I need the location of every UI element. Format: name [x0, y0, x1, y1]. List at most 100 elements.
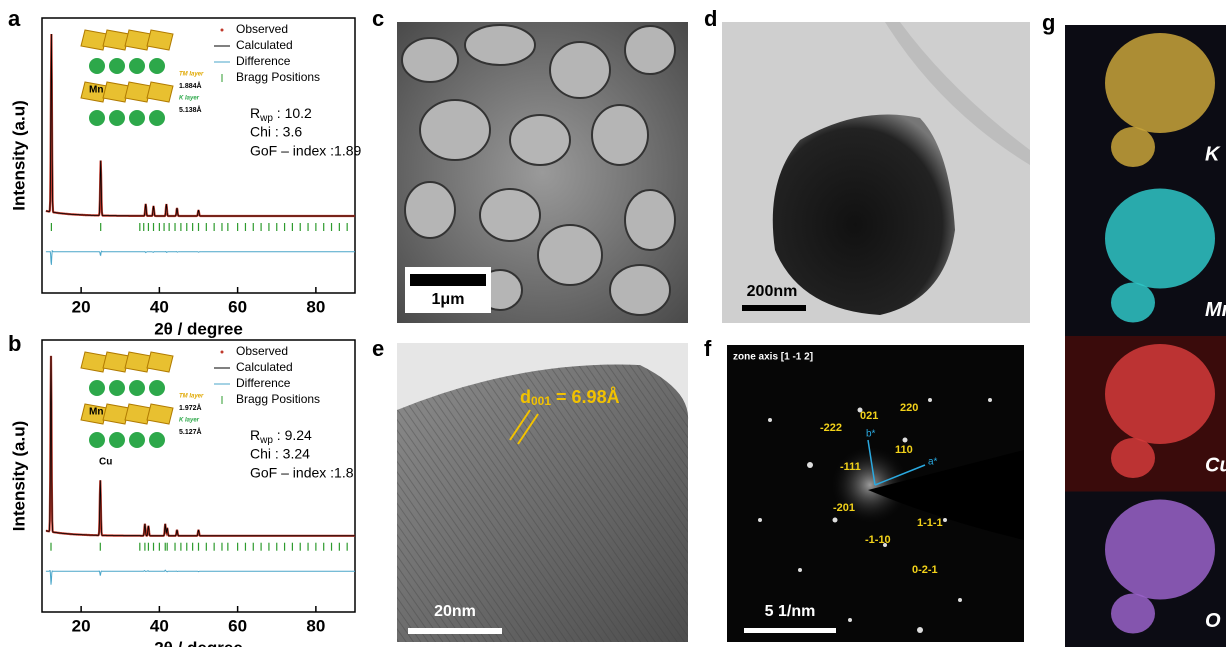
- eds-maps: K Mn Cu O: [1065, 25, 1226, 647]
- k-atom: [109, 380, 125, 396]
- legend-label: Observed: [236, 344, 288, 358]
- legend-label: Calculated: [236, 38, 293, 52]
- k-atom: [129, 380, 145, 396]
- structure-label: TM layer: [179, 72, 204, 78]
- k-atom: [89, 432, 105, 448]
- x-tick-label: 80: [306, 297, 325, 316]
- octahedron: [80, 81, 108, 103]
- structure-label: K layer: [179, 96, 200, 102]
- structure-label: TM layer: [179, 394, 204, 400]
- map-particle: [1105, 188, 1215, 289]
- x-axis-label: 2θ / degree: [154, 638, 243, 647]
- vector-label: b*: [866, 429, 876, 440]
- calculated-curve: [45, 33, 355, 217]
- octahedron: [80, 29, 108, 51]
- map-particle: [1105, 33, 1215, 133]
- map-particle: [1111, 282, 1155, 323]
- x-tick-label: 20: [72, 297, 91, 316]
- structure-label: Mn: [89, 85, 103, 96]
- vector-label: a*: [928, 457, 938, 468]
- octahedron: [124, 81, 152, 103]
- k-atom: [89, 380, 105, 396]
- k-atom: [149, 432, 165, 448]
- spot-label: -1-10: [865, 534, 891, 546]
- map-particle: [1111, 438, 1155, 478]
- octahedron: [102, 351, 130, 373]
- legend-label: Observed: [236, 22, 288, 36]
- structure-label: 5.127Å: [179, 427, 202, 436]
- k-atom: [89, 58, 105, 74]
- k-atom: [149, 58, 165, 74]
- octahedron: [80, 403, 108, 425]
- spot-label: -222: [820, 422, 842, 434]
- k-atom: [149, 110, 165, 126]
- legend-label: Difference: [236, 54, 291, 68]
- calculated-curve: [45, 355, 355, 537]
- k-atom: [129, 58, 145, 74]
- spot-label: -111: [840, 461, 861, 473]
- scale-bar-label: 5 1/nm: [765, 603, 816, 620]
- k-atom: [109, 58, 125, 74]
- panel-label: e: [372, 336, 384, 361]
- x-tick-label: 60: [228, 297, 247, 316]
- legend-label: Calculated: [236, 360, 293, 374]
- octahedron: [102, 29, 130, 51]
- octahedron: [102, 81, 130, 103]
- fit-stat: GoF – index :1.89: [250, 143, 362, 159]
- legend-label: Bragg Positions: [236, 392, 320, 406]
- plot-frame: [41, 17, 356, 294]
- octahedron: [80, 351, 108, 373]
- legend-symbol: [220, 350, 224, 354]
- difference-curve: [45, 569, 355, 585]
- x-tick-label: 20: [72, 616, 91, 635]
- spot-label: 021: [860, 410, 878, 422]
- panel-label: c: [372, 6, 384, 31]
- legend-symbol: [220, 28, 224, 32]
- difference-curve: [45, 250, 355, 265]
- x-tick-label: 40: [150, 616, 169, 635]
- element-label: Mn: [1205, 299, 1226, 321]
- x-tick-label: 40: [150, 297, 169, 316]
- spot-label: 0-2-1: [912, 564, 938, 576]
- k-atom: [149, 380, 165, 396]
- octahedron: [124, 29, 152, 51]
- octahedron: [102, 403, 130, 425]
- saed-image: [727, 345, 1024, 642]
- structure-label: K layer: [179, 418, 200, 424]
- spot-label: 110: [895, 444, 913, 456]
- fit-stat: Chi : 3.6: [250, 124, 302, 140]
- octahedron: [146, 29, 174, 51]
- hrtem-image: [397, 343, 689, 642]
- fit-stat: Rwp : 10.2: [250, 105, 312, 124]
- map-particle: [1111, 593, 1155, 634]
- xrd-charts: 20 40 60 80 2θ / degree Intensity (a.u) Mn TM l…: [9, 17, 362, 647]
- scale-bar-label: 1μm: [432, 291, 465, 308]
- k-atom: [129, 432, 145, 448]
- octahedron: [146, 403, 174, 425]
- x-axis-label: 2θ / degree: [154, 319, 243, 338]
- panel-label: f: [704, 336, 712, 361]
- panel-label: a: [8, 6, 21, 31]
- fit-stat: Rwp : 9.24: [250, 427, 312, 446]
- y-axis-label: Intensity (a.u): [9, 100, 28, 211]
- x-tick-label: 60: [228, 616, 247, 635]
- panel-label: b: [8, 331, 21, 356]
- spot-label: 220: [900, 402, 918, 414]
- structure-label: Cu: [99, 457, 112, 468]
- structure-label: 1.884Å: [179, 81, 202, 90]
- sem-image: [397, 22, 688, 323]
- map-particle: [1105, 499, 1215, 600]
- k-atom: [129, 110, 145, 126]
- structure-label: Mn: [89, 407, 103, 418]
- fit-stat: Chi : 3.24: [250, 446, 310, 462]
- element-label: Cu: [1205, 454, 1226, 476]
- element-label: O: [1205, 610, 1221, 632]
- legend-label: Bragg Positions: [236, 70, 320, 84]
- element-label: K: [1205, 143, 1221, 165]
- x-tick-label: 80: [306, 616, 325, 635]
- panel-label: g: [1042, 10, 1055, 35]
- k-atom: [109, 432, 125, 448]
- map-particle: [1105, 344, 1215, 444]
- zone-axis: zone axis [1 -1 2]: [733, 352, 813, 363]
